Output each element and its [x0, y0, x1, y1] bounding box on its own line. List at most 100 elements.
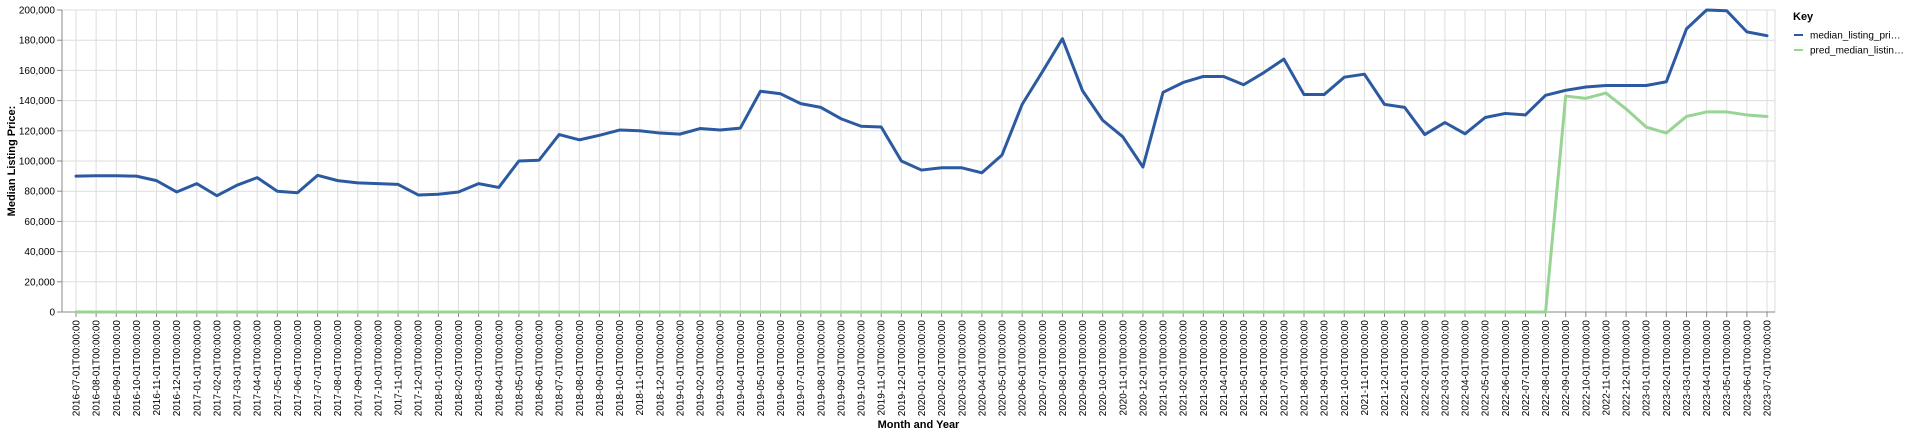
y-tick-label: 0 — [49, 308, 55, 319]
x-tick-label: 2018-10-01T00:00:00 — [615, 320, 626, 417]
y-axis-title: Median Listing Price: — [6, 106, 18, 217]
y-tick-label: 120,000 — [19, 126, 56, 137]
x-tick-label: 2021-11-01T00:00:00 — [1360, 320, 1371, 416]
x-tick-label: 2020-09-01T00:00:00 — [1078, 320, 1089, 417]
x-tick-label: 2019-02-01T00:00:00 — [696, 320, 707, 417]
y-tick-label: 180,000 — [19, 36, 56, 47]
x-tick-label: 2017-11-01T00:00:00 — [394, 320, 405, 416]
x-tick-label: 2021-09-01T00:00:00 — [1320, 320, 1331, 417]
x-tick-label: 2023-03-01T00:00:00 — [1682, 320, 1693, 417]
x-tick-label: 2020-02-01T00:00:00 — [937, 320, 948, 417]
x-tick-label: 2021-08-01T00:00:00 — [1299, 320, 1310, 417]
x-tick-label: 2016-11-01T00:00:00 — [152, 320, 163, 416]
series-line-1 — [74, 8, 1769, 198]
x-tick-label: 2019-12-01T00:00:00 — [897, 320, 908, 417]
y-tick-label: 20,000 — [24, 277, 55, 288]
x-tick-label: 2016-09-01T00:00:00 — [112, 320, 123, 417]
series-line-2 — [74, 91, 1769, 314]
x-tick-label: 2021-02-01T00:00:00 — [1179, 320, 1190, 417]
x-tick-label: 2022-04-01T00:00:00 — [1461, 320, 1472, 417]
x-tick-label: 2021-05-01T00:00:00 — [1239, 320, 1250, 417]
x-tick-label: 2018-02-01T00:00:00 — [454, 320, 465, 417]
y-tick-label: 100,000 — [19, 157, 56, 168]
x-tick-label: 2022-07-01T00:00:00 — [1521, 320, 1532, 417]
x-tick-label: 2023-04-01T00:00:00 — [1702, 320, 1713, 417]
x-tick-label: 2023-05-01T00:00:00 — [1722, 320, 1733, 417]
x-tick-label: 2021-10-01T00:00:00 — [1340, 320, 1351, 417]
x-tick-label: 2022-06-01T00:00:00 — [1501, 320, 1512, 417]
x-tick-label: 2019-11-01T00:00:00 — [877, 320, 888, 416]
y-tick-label: 160,000 — [19, 66, 56, 77]
x-tick-label: 2022-03-01T00:00:00 — [1440, 320, 1451, 417]
x-tick-label: 2018-12-01T00:00:00 — [655, 320, 666, 417]
x-tick-label: 2017-02-01T00:00:00 — [212, 320, 223, 417]
x-tick-label: 2017-06-01T00:00:00 — [293, 320, 304, 417]
x-tick-label: 2019-09-01T00:00:00 — [836, 320, 847, 417]
x-tick-label: 2017-05-01T00:00:00 — [273, 320, 284, 417]
x-tick-label: 2021-01-01T00:00:00 — [1159, 320, 1170, 417]
x-tick-label: 2021-06-01T00:00:00 — [1259, 320, 1270, 417]
x-tick-label: 2018-03-01T00:00:00 — [474, 320, 485, 417]
x-tick-label: 2023-06-01T00:00:00 — [1742, 320, 1753, 417]
x-tick-label: 2019-07-01T00:00:00 — [796, 320, 807, 417]
x-tick-label: 2023-07-01T00:00:00 — [1763, 320, 1774, 417]
x-tick-label: 2018-11-01T00:00:00 — [635, 320, 646, 416]
x-tick-label: 2019-06-01T00:00:00 — [776, 320, 787, 417]
x-tick-label: 2018-08-01T00:00:00 — [575, 320, 586, 417]
y-tick-label: 140,000 — [19, 96, 56, 107]
x-tick-label: 2020-05-01T00:00:00 — [998, 320, 1009, 417]
x-tick-label: 2017-03-01T00:00:00 — [233, 320, 244, 417]
x-tick-label: 2019-05-01T00:00:00 — [756, 320, 767, 417]
x-tick-label: 2018-04-01T00:00:00 — [494, 320, 505, 417]
legend-label: median_listing_pri… — [1810, 31, 1901, 42]
x-tick-label: 2020-07-01T00:00:00 — [1038, 320, 1049, 417]
x-tick-label: 2017-04-01T00:00:00 — [253, 320, 264, 417]
x-tick-label: 2020-04-01T00:00:00 — [977, 320, 988, 417]
x-tick-label: 2019-08-01T00:00:00 — [816, 320, 827, 417]
y-tick-label: 60,000 — [24, 217, 55, 228]
x-tick-label: 2023-02-01T00:00:00 — [1662, 320, 1673, 417]
x-tick-label: 2016-12-01T00:00:00 — [172, 320, 183, 417]
x-tick-label: 2020-01-01T00:00:00 — [917, 320, 928, 417]
x-tick-label: 2019-03-01T00:00:00 — [716, 320, 727, 417]
x-tick-label: 2018-06-01T00:00:00 — [535, 320, 546, 417]
legend-label: pred_median_listin… — [1810, 46, 1904, 57]
x-tick-label: 2022-09-01T00:00:00 — [1561, 320, 1572, 417]
x-tick-label: 2022-08-01T00:00:00 — [1541, 320, 1552, 417]
x-tick-label: 2017-01-01T00:00:00 — [192, 320, 203, 417]
x-tick-label: 2016-07-01T00:00:00 — [72, 320, 83, 417]
x-tick-label: 2018-09-01T00:00:00 — [595, 320, 606, 417]
x-tick-label: 2020-03-01T00:00:00 — [957, 320, 968, 417]
x-tick-label: 2021-03-01T00:00:00 — [1199, 320, 1210, 417]
x-tick-label: 2022-11-01T00:00:00 — [1601, 320, 1612, 416]
y-tick-label: 80,000 — [24, 187, 55, 198]
x-tick-label: 2020-12-01T00:00:00 — [1138, 320, 1149, 417]
x-tick-label: 2022-05-01T00:00:00 — [1481, 320, 1492, 417]
y-tick-label: 40,000 — [24, 247, 55, 258]
x-tick-label: 2020-11-01T00:00:00 — [1118, 320, 1129, 416]
x-tick-label: 2022-12-01T00:00:00 — [1622, 320, 1633, 417]
x-tick-label: 2019-01-01T00:00:00 — [675, 320, 686, 417]
x-tick-label: 2021-12-01T00:00:00 — [1380, 320, 1391, 417]
x-tick-label: 2020-08-01T00:00:00 — [1058, 320, 1069, 417]
x-tick-label: 2018-01-01T00:00:00 — [434, 320, 445, 417]
x-tick-label: 2020-10-01T00:00:00 — [1098, 320, 1109, 417]
x-tick-label: 2017-10-01T00:00:00 — [373, 320, 384, 417]
legend-title: Key — [1793, 11, 1814, 23]
y-tick-label: 200,000 — [19, 6, 56, 17]
x-tick-label: 2021-07-01T00:00:00 — [1279, 320, 1290, 417]
x-tick-label: 2016-10-01T00:00:00 — [132, 320, 143, 417]
x-tick-label: 2022-01-01T00:00:00 — [1400, 320, 1411, 417]
x-tick-label: 2017-07-01T00:00:00 — [313, 320, 324, 417]
x-tick-label: 2017-09-01T00:00:00 — [353, 320, 364, 417]
x-tick-label: 2019-04-01T00:00:00 — [736, 320, 747, 417]
x-tick-label: 2017-12-01T00:00:00 — [414, 320, 425, 417]
x-tick-label: 2018-05-01T00:00:00 — [514, 320, 525, 417]
x-tick-label: 2020-06-01T00:00:00 — [1018, 320, 1029, 417]
x-tick-label: 2018-07-01T00:00:00 — [555, 320, 566, 417]
x-tick-label: 2023-01-01T00:00:00 — [1642, 320, 1653, 417]
x-tick-label: 2019-10-01T00:00:00 — [857, 320, 868, 417]
x-tick-label: 2022-02-01T00:00:00 — [1420, 320, 1431, 417]
x-tick-label: 2016-08-01T00:00:00 — [92, 320, 103, 417]
